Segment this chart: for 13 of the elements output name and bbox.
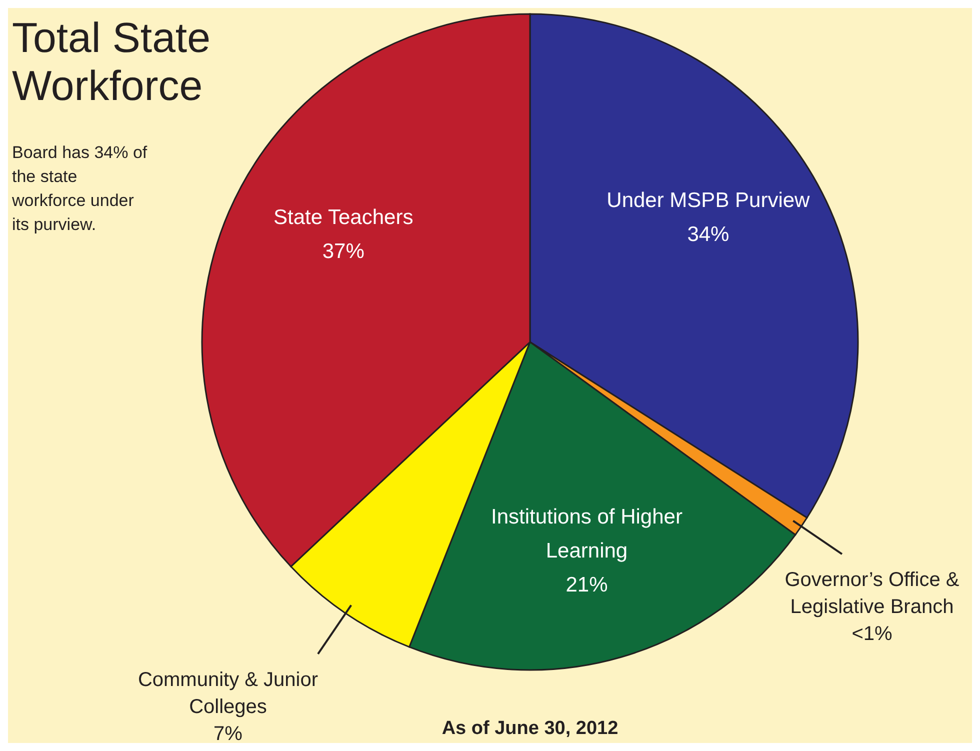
- text: Board has 34% of the state workforce under its purview.: [11, 143, 148, 234]
- slice-label: Under MSPB Purview: [606, 189, 811, 212]
- data-label: <1%: [852, 623, 893, 646]
- slice-label: Governor’s Office & Legislative Branch: [784, 569, 960, 618]
- data-label: 34%: [687, 223, 730, 246]
- text: Total State Workforce: [12, 14, 210, 109]
- data-label: 37%: [322, 240, 364, 264]
- text: As of June 30, 2012: [442, 718, 618, 739]
- data-label: 21%: [566, 573, 608, 596]
- slice-label: State Teachers: [274, 206, 414, 230]
- slice-label: Institutions of Higher Learning: [491, 505, 682, 562]
- slice-label: Community & Junior Colleges: [138, 668, 318, 718]
- data-label: 7%: [214, 722, 243, 745]
